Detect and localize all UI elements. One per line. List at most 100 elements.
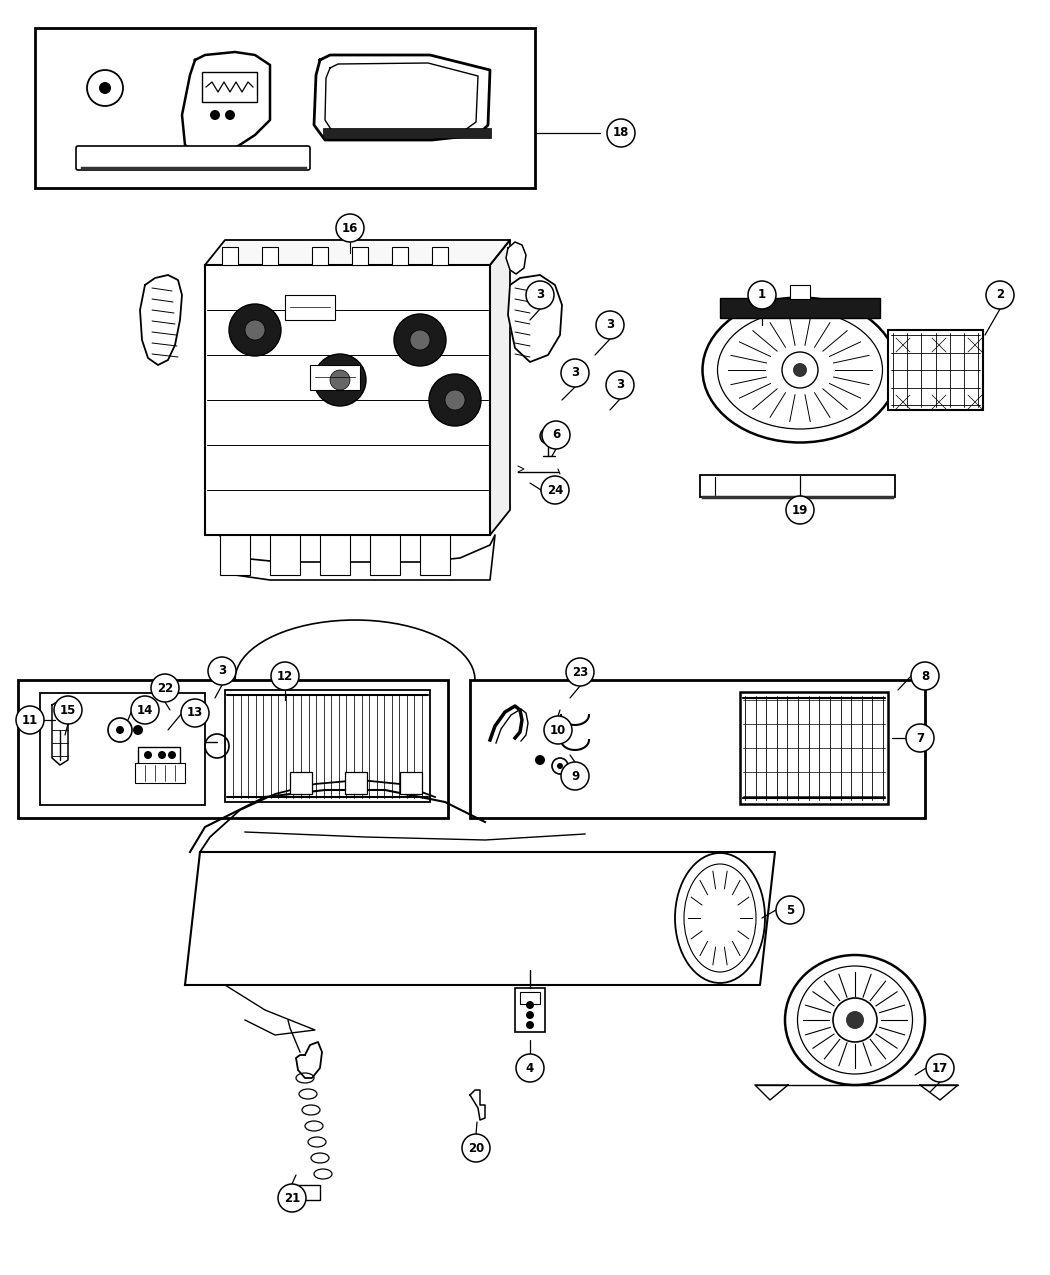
Text: 9: 9 [571,770,580,783]
Bar [370,536,400,575]
Circle shape [271,662,299,690]
Bar [888,330,983,411]
Circle shape [336,214,364,242]
Text: 6: 6 [552,428,560,441]
Bar [290,771,312,794]
Text: 11: 11 [22,714,38,727]
Circle shape [561,360,589,388]
Bar [310,365,360,390]
Bar [18,680,448,819]
Circle shape [429,374,481,426]
Circle shape [210,110,220,120]
Bar [470,680,925,819]
Polygon shape [182,52,270,156]
Circle shape [566,658,594,686]
Bar [35,28,536,187]
Circle shape [596,311,624,339]
Polygon shape [506,242,526,274]
Bar [352,247,367,265]
Circle shape [168,751,176,759]
Circle shape [607,119,635,147]
Circle shape [278,1184,306,1213]
Circle shape [540,428,557,444]
Bar [135,762,185,783]
Circle shape [225,110,235,120]
Bar [202,71,257,102]
Circle shape [556,762,563,769]
Circle shape [782,352,818,388]
Circle shape [986,280,1014,309]
Text: 8: 8 [921,669,929,682]
Circle shape [561,762,589,790]
Circle shape [462,1133,490,1162]
Circle shape [526,1021,534,1029]
Polygon shape [490,240,510,536]
Circle shape [131,696,159,724]
Circle shape [833,998,877,1042]
Circle shape [516,1054,544,1082]
Bar [270,536,300,575]
Text: 12: 12 [277,669,293,682]
Bar [285,295,335,320]
Text: 10: 10 [550,723,566,737]
Circle shape [181,699,209,727]
Bar [514,988,545,1031]
Bar [400,771,422,794]
Text: 20: 20 [468,1141,484,1154]
Circle shape [536,755,545,765]
Circle shape [906,724,934,752]
Bar [298,1184,320,1200]
Ellipse shape [785,955,925,1085]
Text: 1: 1 [758,288,766,301]
Polygon shape [220,536,495,580]
Circle shape [99,82,111,94]
Bar [720,298,880,317]
Text: 4: 4 [526,1062,534,1075]
Circle shape [911,662,939,690]
Circle shape [394,314,446,366]
Bar [320,536,350,575]
Circle shape [245,320,265,340]
Text: 3: 3 [218,664,226,677]
Bar [432,247,448,265]
Text: 3: 3 [536,288,544,301]
Circle shape [542,421,570,449]
Bar [790,286,810,300]
Text: 3: 3 [616,379,624,391]
Circle shape [133,725,143,734]
Circle shape [116,725,124,734]
Circle shape [158,751,166,759]
Bar [262,247,278,265]
Circle shape [786,496,814,524]
Circle shape [776,896,804,924]
Text: 7: 7 [916,732,924,745]
Text: 24: 24 [547,483,563,496]
Circle shape [544,717,572,745]
Circle shape [229,303,281,356]
Text: 17: 17 [932,1062,948,1075]
Circle shape [541,476,569,504]
Text: 16: 16 [342,222,358,235]
Bar [220,536,250,575]
Text: 5: 5 [785,904,794,917]
FancyBboxPatch shape [76,147,310,170]
Bar [520,992,540,1003]
Circle shape [16,706,44,734]
Polygon shape [205,240,510,265]
Circle shape [526,1001,534,1009]
Circle shape [208,657,236,685]
Circle shape [748,280,776,309]
Bar [205,265,490,536]
Text: 3: 3 [606,319,614,332]
Circle shape [526,1011,534,1019]
Bar [312,247,328,265]
Bar [740,692,888,805]
Circle shape [445,390,465,411]
Circle shape [314,354,366,405]
Text: 2: 2 [996,288,1004,301]
Circle shape [793,363,807,377]
Text: 13: 13 [187,706,203,719]
Circle shape [846,1011,864,1029]
Circle shape [330,370,350,390]
Polygon shape [508,275,562,362]
